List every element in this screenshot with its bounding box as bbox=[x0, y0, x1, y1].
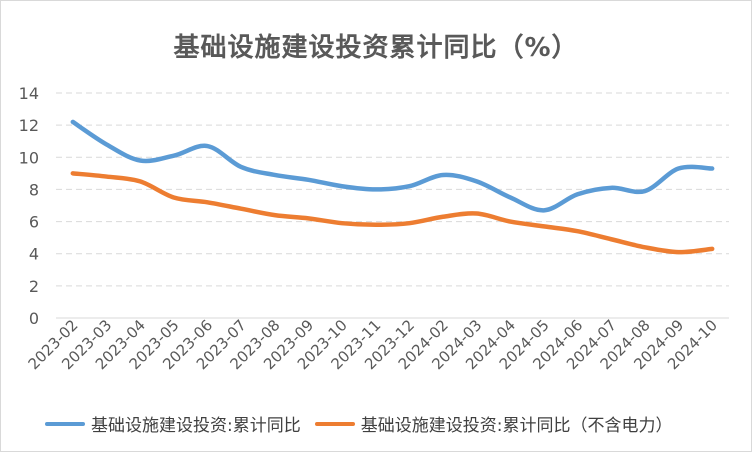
y-tick-label: 6 bbox=[29, 213, 39, 232]
legend-swatch-series-1 bbox=[45, 421, 85, 426]
y-tick-label: 12 bbox=[19, 116, 39, 135]
legend-label-series-1: 基础设施建设投资:累计同比 bbox=[91, 416, 301, 436]
y-tick-label: 10 bbox=[19, 148, 39, 167]
y-tick-label: 8 bbox=[29, 180, 39, 199]
legend-item-series-1: 基础设施建设投资:累计同比 bbox=[45, 411, 301, 436]
legend-item-series-2: 基础设施建设投资:累计同比（不含电力） bbox=[314, 411, 673, 436]
y-tick-label: 0 bbox=[29, 309, 39, 328]
legend-swatch-series-2 bbox=[314, 421, 355, 426]
y-tick-label: 4 bbox=[29, 245, 39, 264]
legend-label-series-2: 基础设施建设投资:累计同比（不含电力） bbox=[360, 416, 673, 436]
line-chart: 024681012142023-022023-032023-042023-052… bbox=[19, 84, 729, 373]
legend: 基础设施建设投资:累计同比 基础设施建设投资:累计同比（不含电力） bbox=[45, 411, 686, 436]
series-line-2 bbox=[70, 171, 715, 255]
series-line-1 bbox=[70, 119, 715, 213]
y-tick-label: 14 bbox=[19, 84, 39, 103]
chart-title: 基础设施建设投资累计同比（%） bbox=[173, 33, 579, 63]
y-tick-label: 2 bbox=[29, 277, 39, 296]
